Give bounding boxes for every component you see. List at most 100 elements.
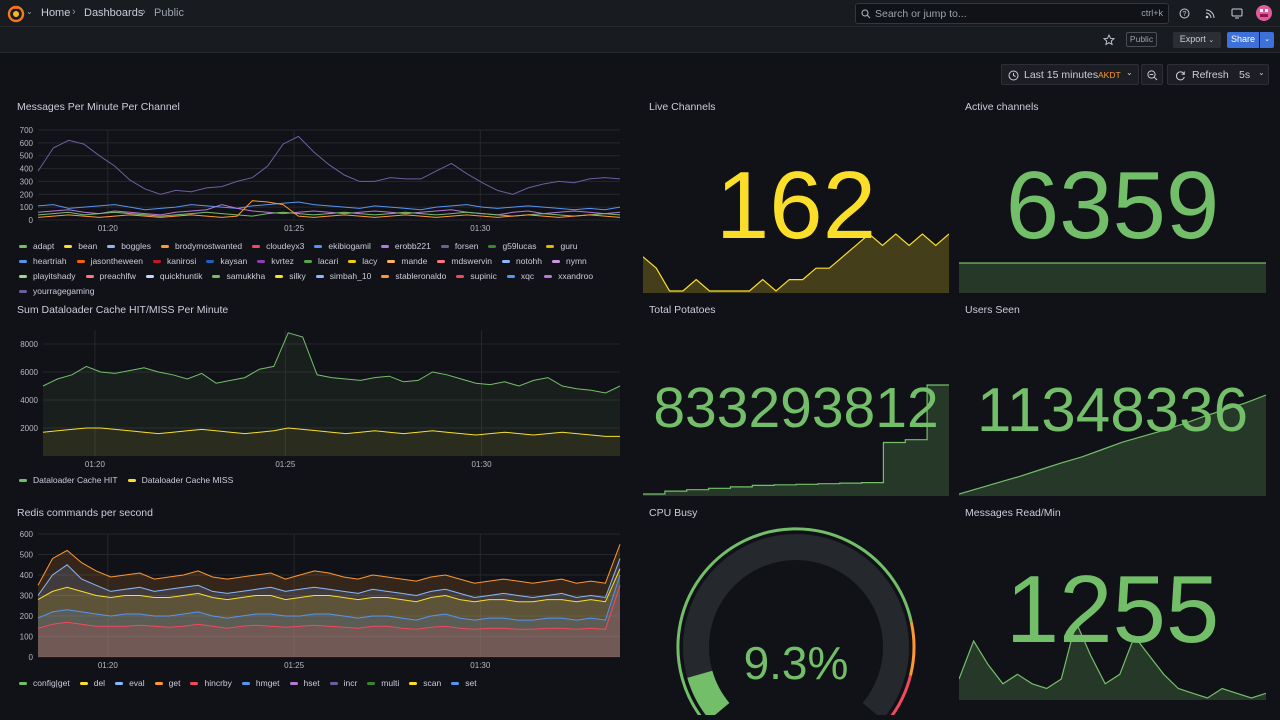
legend-item-preachlfw[interactable]: preachlfw — [85, 271, 136, 281]
series-line-eval[interactable] — [37, 558, 621, 599]
legend-item-kaysan[interactable]: kaysan — [206, 256, 247, 266]
legend-item-lacy[interactable]: lacy — [348, 256, 377, 266]
star-icon[interactable] — [1103, 34, 1115, 46]
legend-item-hmget[interactable]: hmget — [241, 678, 280, 688]
legend-item-scan[interactable]: scan — [409, 678, 441, 688]
y-tick-label: 500 — [20, 551, 34, 560]
y-tick-label: 600 — [20, 530, 34, 539]
panel-title-redis[interactable]: Redis commands per second — [17, 507, 153, 519]
panel-title-live-channels[interactable]: Live Channels — [649, 101, 716, 113]
legend-item-hset[interactable]: hset — [289, 678, 320, 688]
legend-item-brodymostwanted[interactable]: brodymostwanted — [160, 241, 242, 251]
legend-item-adapt[interactable]: adapt — [19, 241, 54, 251]
gauge-threshold-red — [890, 675, 912, 715]
legend-item-set[interactable]: set — [451, 678, 477, 688]
legend-item-playitshady[interactable]: playitshady — [19, 271, 76, 281]
svg-text:?: ? — [1183, 11, 1187, 18]
legend-item-silky[interactable]: silky — [275, 271, 306, 281]
legend-item-supinic[interactable]: supinic — [456, 271, 497, 281]
legend-item-ekibiogamil[interactable]: ekibiogamil — [314, 241, 371, 251]
legend-item-quickhuntik[interactable]: quickhuntik — [145, 271, 202, 281]
legend-item-boggles[interactable]: boggles — [107, 241, 151, 251]
legend-item-yourragegaming[interactable]: yourragegaming — [19, 286, 94, 296]
series-line-forsen[interactable] — [37, 135, 621, 195]
chevron-down-icon: ⌄ — [1126, 68, 1133, 77]
legend-item-stableronaldo[interactable]: stableronaldo — [381, 271, 446, 281]
legend-item-nymn[interactable]: nymn — [552, 256, 587, 266]
search-input[interactable]: Search or jump to... ctrl+k — [855, 3, 1169, 24]
panel-title-total-potatoes[interactable]: Total Potatoes — [649, 304, 716, 316]
legend-item-get[interactable]: get — [154, 678, 180, 688]
legend-item-jasontheween[interactable]: jasontheween — [76, 256, 143, 266]
refresh-label: Refresh — [1192, 69, 1229, 81]
sparkline-line — [959, 394, 1266, 495]
legend-item-guru[interactable]: guru — [546, 241, 577, 251]
legend-item-dataloader-cache-hit[interactable]: Dataloader Cache HIT — [19, 475, 118, 485]
breadcrumb-dashboards[interactable]: Dashboards — [84, 7, 144, 19]
series-line-del[interactable] — [37, 568, 621, 603]
panel-title-dataloader[interactable]: Sum Dataloader Cache HIT/MISS Per Minute — [17, 304, 229, 316]
legend-swatch — [314, 244, 323, 248]
panel-title-users-seen[interactable]: Users Seen — [965, 304, 1020, 316]
legend-item-del[interactable]: del — [79, 678, 105, 688]
legend-item-heartriah[interactable]: heartriah — [19, 256, 67, 266]
legend-label: yourragegaming — [33, 286, 95, 296]
panel-title-messages-read[interactable]: Messages Read/Min — [965, 507, 1061, 519]
series-line-hincrby[interactable] — [37, 585, 621, 630]
legend-item-cloudeyx3[interactable]: cloudeyx3 — [252, 241, 304, 251]
legend-swatch — [315, 274, 324, 278]
panel-title-messages-per-minute[interactable]: Messages Per Minute Per Channel — [17, 101, 180, 113]
legend-label: mande — [401, 256, 428, 266]
legend-item-eval[interactable]: eval — [115, 678, 145, 688]
active-channels-sparkline — [959, 262, 1266, 293]
legend-item-mdswervin[interactable]: mdswervin — [437, 256, 492, 266]
legend-item-bean[interactable]: bean — [64, 241, 97, 251]
legend-swatch — [153, 259, 162, 263]
legend-swatch — [546, 244, 555, 248]
legend-item-forsen[interactable]: forsen — [440, 241, 478, 251]
series-line-brodymostwanted[interactable] — [37, 200, 621, 218]
legend-swatch — [241, 681, 250, 685]
legend-item-notohh[interactable]: notohh — [502, 256, 542, 266]
grafana-logo-icon[interactable] — [7, 5, 25, 23]
legend-label: hincrby — [204, 678, 232, 688]
share-dropdown-chevron-icon[interactable]: ⌄ — [1260, 32, 1274, 48]
legend-label: silky — [289, 271, 306, 281]
time-range-picker[interactable]: Last 15 minutes AKDT ⌄ — [1001, 64, 1139, 85]
zoom-out-button[interactable] — [1141, 64, 1163, 85]
series-line-erobb221[interactable] — [37, 204, 621, 216]
legend-item-samukkha[interactable]: samukkha — [212, 271, 265, 281]
breadcrumb-home[interactable]: Home — [41, 7, 71, 19]
messages-per-minute-legend: adapt bean boggles brodymostwanted cloudeyx3… — [19, 241, 631, 296]
user-avatar-icon[interactable] — [1256, 5, 1272, 21]
series-line-hmget[interactable] — [37, 574, 621, 621]
legend-item-xqc[interactable]: xqc — [506, 271, 534, 281]
chevron-down-icon[interactable]: ⌄ — [26, 7, 33, 16]
legend-item-simbah-10[interactable]: simbah_10 — [315, 271, 371, 281]
legend-item-config-get[interactable]: config|get — [19, 678, 70, 688]
legend-item-dataloader-cache-miss[interactable]: Dataloader Cache MISS — [127, 475, 233, 485]
legend-item-erobb221[interactable]: erobb221 — [380, 241, 431, 251]
legend-item-lacari[interactable]: lacari — [303, 256, 338, 266]
panel-title-cpu-busy[interactable]: CPU Busy — [649, 507, 698, 519]
legend-item-g59lucas[interactable]: g59lucas — [488, 241, 536, 251]
series-line-get[interactable] — [37, 544, 621, 586]
panel-title-active-channels[interactable]: Active channels — [965, 101, 1039, 113]
tv-mode-icon[interactable] — [1231, 8, 1243, 19]
legend-swatch — [289, 681, 298, 685]
export-button[interactable]: Export ⌄ — [1173, 32, 1221, 48]
help-icon[interactable]: ? — [1179, 8, 1190, 19]
legend-item-kvrtez[interactable]: kvrtez — [257, 256, 294, 266]
legend-item-xxandroo[interactable]: xxandroo — [544, 271, 593, 281]
series-line-dataloader-cache-miss[interactable] — [42, 427, 620, 437]
legend-item-kanirosi[interactable]: kanirosi — [153, 256, 196, 266]
legend-item-mande[interactable]: mande — [387, 256, 427, 266]
rss-news-icon[interactable] — [1205, 8, 1216, 19]
legend-item-hincrby[interactable]: hincrby — [190, 678, 232, 688]
share-button[interactable]: Share — [1227, 32, 1259, 48]
legend-item-incr[interactable]: incr — [329, 678, 357, 688]
series-line-dataloader-cache-hit[interactable] — [42, 332, 621, 394]
refresh-picker[interactable]: Refresh 5s ⌄ — [1167, 64, 1269, 85]
legend-item-multi[interactable]: multi — [367, 678, 399, 688]
series-line-xqc[interactable] — [37, 201, 621, 211]
